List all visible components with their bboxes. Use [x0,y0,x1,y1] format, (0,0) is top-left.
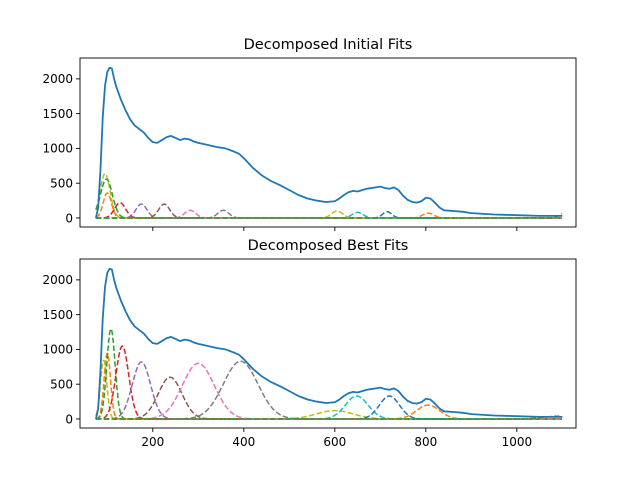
best-ytick-label-1500: 1500 [42,308,73,322]
best-xtick-label-600: 600 [323,435,346,449]
initial-components [95,172,563,219]
initial-fits-title: Decomposed Initial Fits [244,37,413,53]
best-components [95,328,562,420]
best-ytick-label-1000: 1000 [42,343,73,357]
best-axes-frame [79,258,577,429]
best-xtick-label-1000: 1000 [502,435,533,449]
initial-fits-panel: Decomposed Initial Fits 0 500 1000 1500 2000 [42,37,577,231]
best-ytick-label-2000: 2000 [42,273,73,287]
initial-ytick-label-1500: 1500 [42,107,73,121]
initial-ytick-label-0: 0 [65,211,73,225]
best-ytick-label-500: 500 [50,377,73,391]
best-fits-panel: Decomposed Best Fits 0 500 1000 1500 2000 200… [42,238,577,449]
best-spectrum-line [95,267,563,420]
best-component-13 [95,415,562,420]
best-ytick-label-0: 0 [65,412,73,426]
best-fits-title: Decomposed Best Fits [248,238,409,254]
initial-component-13 [95,213,563,219]
best-xtick-label-800: 800 [414,435,437,449]
initial-ytick-label-1000: 1000 [42,142,73,156]
initial-ytick-label-500: 500 [50,176,73,190]
best-xtick-label-400: 400 [232,435,255,449]
best-xtick-label-200: 200 [141,435,164,449]
initial-spectrum-line [95,66,563,219]
initial-axes-frame [79,57,577,228]
initial-ytick-label-2000: 2000 [42,72,73,86]
